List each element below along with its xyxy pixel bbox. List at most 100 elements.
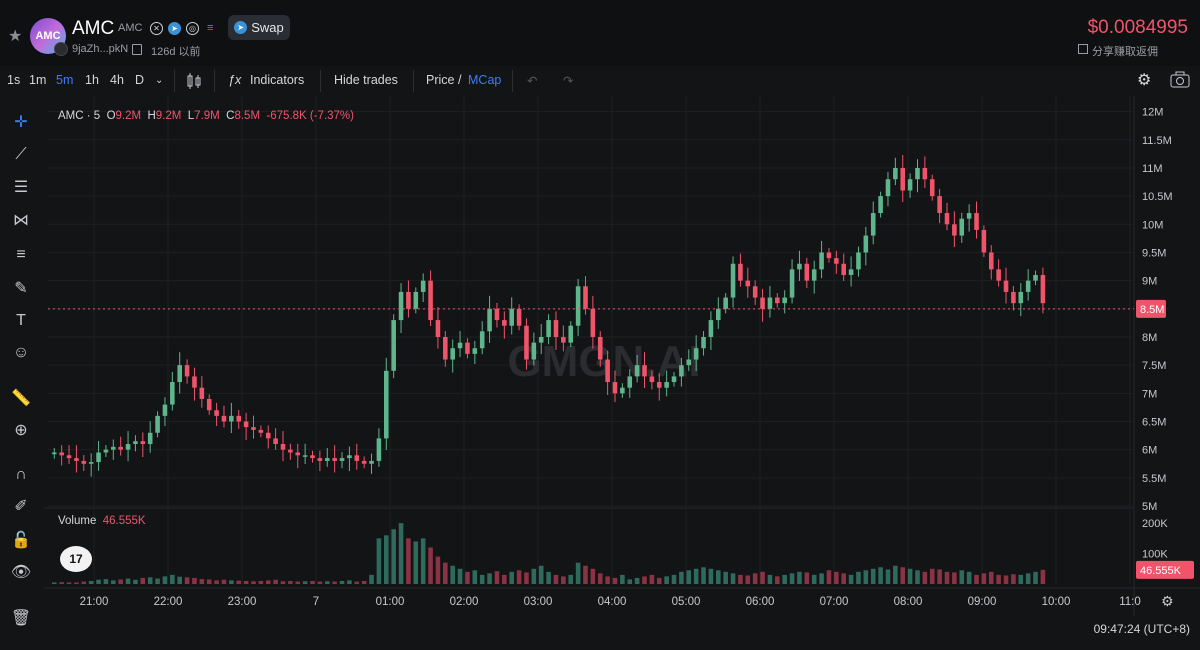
ruler-icon[interactable]: 📏 bbox=[11, 390, 31, 407]
candle-body bbox=[819, 252, 824, 270]
trash-icon[interactable]: 🗑 bbox=[10, 610, 32, 627]
magnet-icon[interactable]: ∩ bbox=[15, 466, 27, 483]
volume-bar bbox=[561, 576, 566, 584]
volume-bar bbox=[929, 568, 935, 584]
zoom-in-icon[interactable]: ⊕ bbox=[14, 422, 28, 439]
volume-bar bbox=[760, 571, 765, 584]
timeframe-5m[interactable]: 5m bbox=[56, 73, 74, 87]
volume-tick-label: 100K bbox=[1142, 549, 1168, 561]
candle-body bbox=[221, 415, 227, 422]
candle-body bbox=[214, 410, 219, 416]
redo-icon[interactable]: ↷ bbox=[563, 74, 574, 88]
candle-body bbox=[1011, 291, 1016, 304]
candle-body bbox=[295, 452, 301, 456]
volume-bar bbox=[612, 577, 618, 584]
timeframe-d[interactable]: D bbox=[135, 73, 145, 87]
volume-bar bbox=[59, 582, 64, 584]
legend-symbol: AMC · 5 bbox=[58, 110, 101, 122]
timeframe-1s[interactable]: 1s bbox=[7, 73, 21, 87]
candles-icon[interactable] bbox=[186, 72, 202, 90]
undo-icon[interactable]: ↶ bbox=[527, 74, 538, 88]
candle-body bbox=[981, 229, 987, 253]
candle-body bbox=[258, 429, 264, 433]
timeframe-1h[interactable]: 1h bbox=[85, 73, 99, 87]
candle-body bbox=[502, 320, 507, 326]
candle-body bbox=[494, 308, 500, 321]
volume-bar bbox=[701, 567, 706, 584]
emoji-icon[interactable]: ☺ bbox=[12, 344, 30, 361]
share-referral-link[interactable]: 分享赚取返佣 bbox=[1092, 46, 1158, 58]
fx-icon[interactable]: ƒx bbox=[228, 73, 242, 87]
candle-body bbox=[686, 359, 692, 366]
horizontal-lines-icon[interactable]: ☰ bbox=[13, 179, 29, 196]
y-tick-label: 11M bbox=[1142, 163, 1163, 175]
candle-body bbox=[679, 365, 684, 377]
hide-trades-button[interactable]: Hide trades bbox=[334, 73, 398, 87]
volume-bar bbox=[922, 571, 928, 584]
candle-body bbox=[324, 458, 330, 461]
volume-bar bbox=[81, 581, 87, 584]
chevron-down-icon[interactable]: ⌄ bbox=[155, 75, 164, 86]
volume-bar bbox=[273, 579, 278, 584]
token-age: 126d 以前 bbox=[151, 46, 201, 58]
star-icon[interactable]: ★ bbox=[8, 28, 23, 45]
chain-badge-icon bbox=[54, 42, 68, 56]
volume-bar bbox=[826, 570, 832, 584]
settings-gear-icon[interactable]: ⚙ bbox=[1137, 72, 1152, 89]
volume-bar bbox=[693, 568, 699, 584]
text-tool-icon[interactable]: T bbox=[16, 312, 26, 329]
volume-bar bbox=[900, 567, 906, 584]
volume-bar bbox=[162, 576, 168, 584]
eye-icon[interactable]: 👁 bbox=[10, 564, 32, 581]
swap-button[interactable]: ➤ Swap bbox=[228, 15, 290, 40]
tradingview-logo[interactable]: 17 bbox=[60, 546, 92, 572]
brush-icon[interactable]: ✎ bbox=[14, 280, 28, 297]
candle-body bbox=[1003, 280, 1009, 292]
volume-bar bbox=[568, 574, 574, 584]
telegram-icon[interactable]: ➤ bbox=[168, 22, 181, 35]
indicators-button[interactable]: Indicators bbox=[250, 73, 305, 87]
price-chart[interactable]: 12M 11.5M 11M 10.5M 10M 9.5M 9M 8.5M 8M 7.5M 7M 6.5… bbox=[44, 96, 1200, 616]
lock-icon[interactable]: 🔓 bbox=[11, 532, 31, 549]
candle-body bbox=[745, 280, 751, 287]
fib-icon[interactable]: ≡ bbox=[16, 246, 26, 263]
candle-body bbox=[804, 263, 810, 281]
volume-bar bbox=[893, 565, 898, 584]
share-icon[interactable] bbox=[1078, 44, 1088, 54]
volume-bar bbox=[878, 567, 883, 584]
timeframe-4h[interactable]: 4h bbox=[110, 73, 124, 87]
candle-body bbox=[443, 336, 448, 360]
menu-lines-icon[interactable]: ≡ bbox=[207, 22, 214, 34]
candle-body bbox=[634, 365, 640, 377]
volume-bar bbox=[502, 574, 507, 584]
copy-icon[interactable] bbox=[132, 44, 142, 55]
volume-bar bbox=[494, 571, 500, 584]
candle-body bbox=[317, 458, 323, 461]
price-toggle[interactable]: Price bbox=[426, 73, 455, 87]
token-name: AMC bbox=[72, 18, 115, 39]
token-price: $0.0084995 bbox=[1087, 17, 1188, 38]
candle-body bbox=[81, 460, 87, 464]
mcap-toggle[interactable]: MCap bbox=[468, 73, 502, 87]
x-tick-label: 10:00 bbox=[1042, 596, 1071, 608]
trend-line-icon[interactable]: ⟋ bbox=[15, 146, 27, 163]
x-twitter-icon[interactable]: ✕ bbox=[150, 22, 163, 35]
volume-bar bbox=[1033, 571, 1038, 584]
screenshot-camera-icon[interactable] bbox=[1170, 71, 1190, 89]
website-globe-icon[interactable]: ◎ bbox=[186, 22, 199, 35]
pattern-icon[interactable]: ⋈ bbox=[13, 212, 29, 229]
candle-body bbox=[561, 336, 566, 343]
volume-bar bbox=[937, 569, 942, 584]
divider bbox=[320, 70, 321, 92]
timeframe-1m[interactable]: 1m bbox=[29, 73, 47, 87]
volume-bar bbox=[472, 570, 478, 584]
candle-body bbox=[509, 308, 514, 326]
axis-settings-icon[interactable]: ⚙ bbox=[1161, 594, 1174, 610]
lock-drawing-icon[interactable]: ✐ bbox=[14, 498, 28, 515]
candle-body bbox=[96, 452, 101, 463]
volume-bar bbox=[369, 574, 374, 584]
candle-body bbox=[848, 269, 854, 276]
crosshair-icon[interactable]: ✛ bbox=[14, 114, 28, 131]
volume-bar bbox=[642, 576, 647, 584]
volume-bar bbox=[952, 572, 957, 584]
